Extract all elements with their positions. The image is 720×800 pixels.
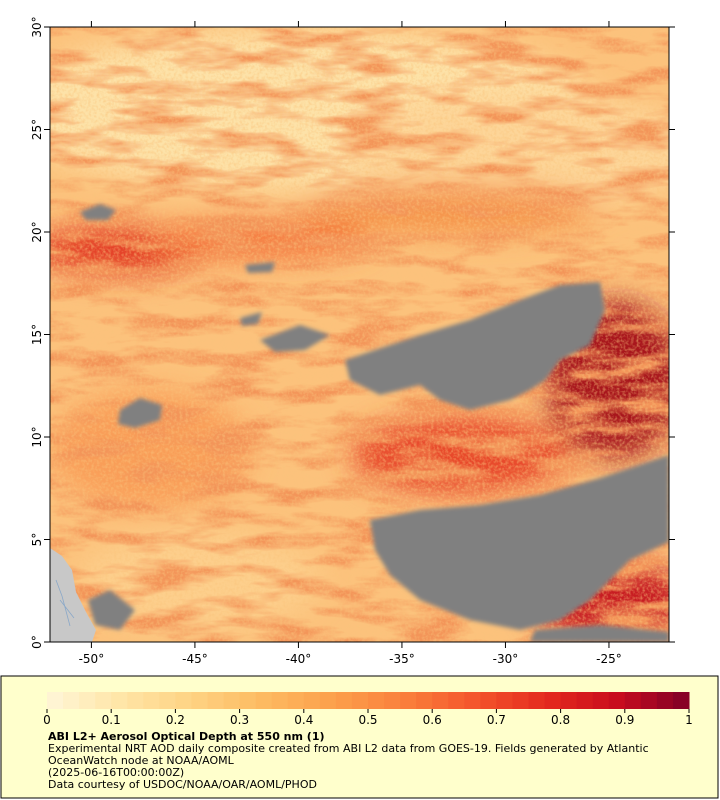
colorbar-step <box>127 692 144 709</box>
caption: ABI L2+ Aerosol Optical Depth at 550 nm … <box>48 731 688 791</box>
colorbar-step <box>143 692 160 709</box>
y-tick-label: 5° <box>30 533 44 547</box>
colorbar-tick-label: 0 <box>43 713 51 727</box>
y-tick-label: 15° <box>30 324 44 345</box>
colorbar-step <box>335 692 353 709</box>
y-tick-label: 25° <box>30 119 44 140</box>
colorbar-step <box>480 692 497 709</box>
colorbar-step <box>239 692 257 709</box>
colorbar: 0 0.1 0.2 0.3 0.4 0.5 0.6 0.7 0.8 0.9 1 <box>43 692 693 727</box>
x-tick-label: -50° <box>79 652 105 666</box>
colorbar-step <box>271 692 289 709</box>
colorbar-step <box>159 692 176 709</box>
x-tick-label: -45° <box>182 652 208 666</box>
colorbar-step <box>384 692 401 709</box>
colorbar-step <box>255 692 273 709</box>
colorbar-step <box>47 692 64 709</box>
caption-credit: Data courtesy of USDOC/NOAA/OAR/AOML/PHO… <box>48 778 317 791</box>
colorbar-tick-label: 0.7 <box>487 713 506 727</box>
colorbar-step <box>560 692 578 709</box>
colorbar-tick-label: 0.2 <box>166 713 185 727</box>
colorbar-step <box>63 692 80 709</box>
colorbar-tick-label: 0.6 <box>423 713 442 727</box>
colorbar-step <box>303 692 321 709</box>
colorbar-step <box>287 692 305 709</box>
y-tick-label: 10° <box>30 426 44 447</box>
colorbar-step <box>351 692 369 709</box>
colorbar-step <box>416 692 433 709</box>
y-tick-label: 20° <box>30 221 44 242</box>
colorbar-step <box>432 692 449 709</box>
colorbar-step <box>496 692 513 709</box>
colorbar-tick-label: 0.3 <box>230 713 249 727</box>
caption-title: ABI L2+ Aerosol Optical Depth at 550 nm … <box>48 730 325 743</box>
colorbar-step <box>608 692 626 709</box>
colorbar-tick-label: 0.9 <box>615 713 634 727</box>
x-tick-label: -30° <box>493 652 519 666</box>
colorbar-step <box>207 692 225 709</box>
colorbar-step <box>464 692 481 709</box>
x-tick-label: -40° <box>286 652 312 666</box>
colorbar-step <box>400 692 417 709</box>
colorbar-step <box>175 692 192 709</box>
colorbar-step <box>79 692 96 709</box>
colorbar-step <box>223 692 241 709</box>
caption-time: (2025-06-16T00:00:00Z) <box>48 766 185 779</box>
map-image <box>50 27 669 642</box>
colorbar-step <box>576 692 594 709</box>
colorbar-step <box>672 692 690 709</box>
y-tick-label: 0° <box>30 635 44 649</box>
y-tick-label: 30° <box>30 16 44 37</box>
colorbar-tick-label: 0.5 <box>358 713 377 727</box>
colorbar-tick-label: 1 <box>685 713 693 727</box>
colorbar-step <box>640 692 658 709</box>
colorbar-step <box>592 692 610 709</box>
caption-description: Experimental NRT AOD daily composite cre… <box>48 742 649 767</box>
colorbar-step <box>544 692 562 709</box>
x-tick-label: -35° <box>389 652 415 666</box>
colorbar-tick-label: 0.4 <box>294 713 313 727</box>
x-tick-label: -25° <box>596 652 622 666</box>
colorbar-step <box>624 692 642 709</box>
colorbar-step <box>512 692 529 709</box>
colorbar-tick-label: 0.1 <box>102 713 121 727</box>
colorbar-step <box>111 692 128 709</box>
colorbar-step <box>319 692 337 709</box>
colorbar-step <box>95 692 112 709</box>
colorbar-step <box>448 692 465 709</box>
colorbar-step <box>368 692 385 709</box>
colorbar-step <box>528 692 546 709</box>
colorbar-step <box>656 692 674 709</box>
colorbar-step <box>191 692 208 709</box>
colorbar-tick-label: 0.8 <box>551 713 570 727</box>
